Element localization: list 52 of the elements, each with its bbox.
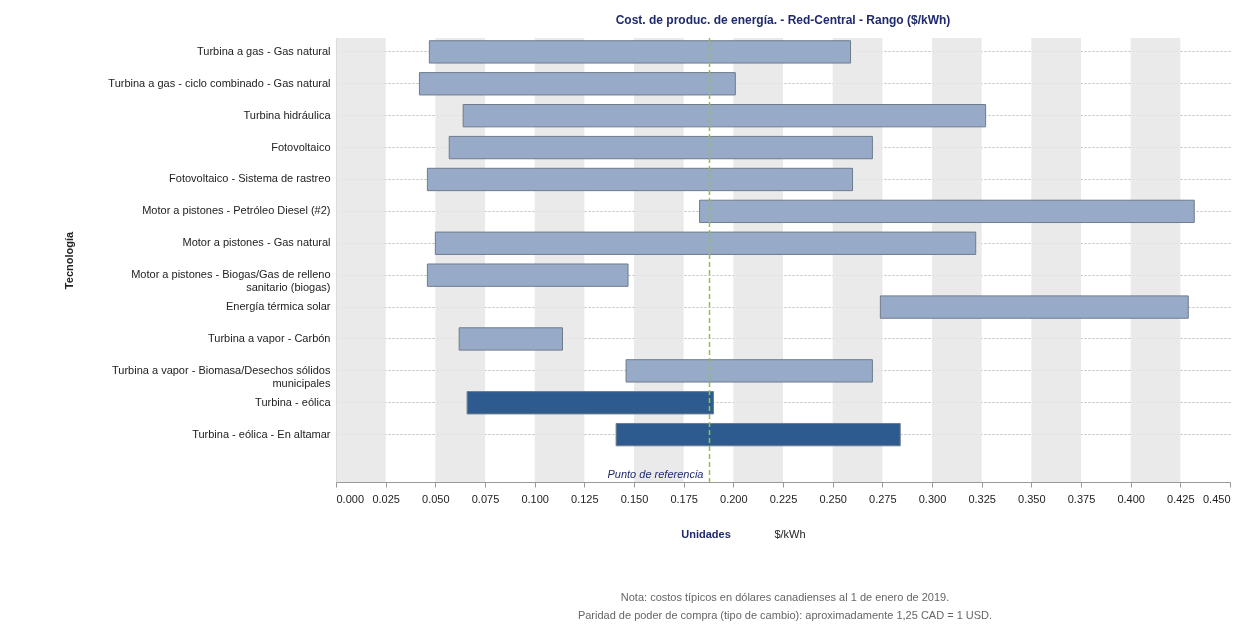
- x-tick-label: 0.175: [670, 492, 698, 505]
- bar: [434, 231, 977, 255]
- x-tick-label: 0.075: [471, 492, 500, 505]
- y-tick-label: Turbina a gas - Gas natural: [197, 44, 331, 57]
- y-tick-label: Turbina a gas - ciclo combinado - Gas natural: [108, 76, 331, 89]
- y-axis-title: Tecnología: [62, 231, 75, 290]
- x-tick-label: 0.325: [968, 492, 996, 505]
- x-tick-label: 0.125: [571, 492, 599, 505]
- y-tick-label: Motor a pistones - Biogas/Gas de relleno sanitario (biogas): [131, 268, 331, 294]
- bar: [428, 40, 852, 64]
- bar: [426, 263, 629, 287]
- x-tick-label: 0.000: [336, 492, 365, 505]
- y-tick-label: Fotovoltaico - Sistema de rastreo: [169, 172, 331, 185]
- y-tick-label: Turbina - eólica: [255, 395, 332, 408]
- x-tick-label: 0.100: [521, 492, 549, 505]
- x-tick-label: 0.275: [869, 492, 897, 505]
- x-tick-label: 0.025: [372, 492, 400, 505]
- ref-line-label: Punto de referencia: [607, 468, 704, 480]
- y-tick-label: Motor a pistones - Petróleo Diesel (#2): [142, 204, 331, 217]
- x-tick-label: 0.400: [1117, 492, 1145, 505]
- x-tick-label: 0.200: [720, 492, 748, 505]
- x-tick-label: 0.300: [918, 492, 947, 505]
- y-tick-label: Turbina hidráulica: [243, 108, 332, 121]
- bar: [418, 72, 736, 96]
- y-tick-label: Motor a pistones - Gas natural: [182, 236, 331, 249]
- y-tick-label: Fotovoltaico: [271, 140, 331, 153]
- y-tick-label: Energía térmica solar: [225, 300, 331, 313]
- x-tick-label: 0.225: [769, 492, 798, 505]
- text: Paridad de poder de compra (tipo de cambio): aproximadamente 1,25 CAD = 1 USD.: [577, 609, 993, 621]
- text: Nota: costos típicos en dólares canadienses al 1 de enero de 2019.: [620, 591, 950, 603]
- bar: [462, 104, 987, 128]
- x-tick-label: 0.350: [1018, 492, 1046, 505]
- y-tick-label: Turbina a vapor - Carbón: [208, 331, 331, 344]
- y-tick-label: Turbina a vapor - Biomasa/Desechos sólidos municipales: [112, 363, 331, 389]
- text: Unidades: [681, 528, 731, 540]
- bar: [426, 167, 854, 192]
- bar: [448, 135, 873, 160]
- bar: [699, 199, 1195, 224]
- bar: [458, 327, 563, 351]
- x-tick-label: 0.450: [1202, 492, 1231, 505]
- x-tick-label: 0.050: [422, 492, 450, 505]
- bar: [615, 422, 901, 447]
- bar: [625, 359, 873, 383]
- x-tick-label: 0.250: [819, 492, 847, 505]
- text: $/kWh: [774, 528, 806, 540]
- bar: [466, 391, 714, 415]
- x-tick-label: 0.375: [1067, 492, 1096, 505]
- bar: [879, 295, 1189, 319]
- x-tick-label: 0.425: [1167, 492, 1195, 505]
- x-tick-label: 0.150: [620, 492, 649, 505]
- y-tick-label: Turbina - eólica - En altamar: [192, 427, 331, 440]
- chart-title: Cost. de produc. de energía. - Red-Central - Rango ($/kWh): [615, 13, 951, 28]
